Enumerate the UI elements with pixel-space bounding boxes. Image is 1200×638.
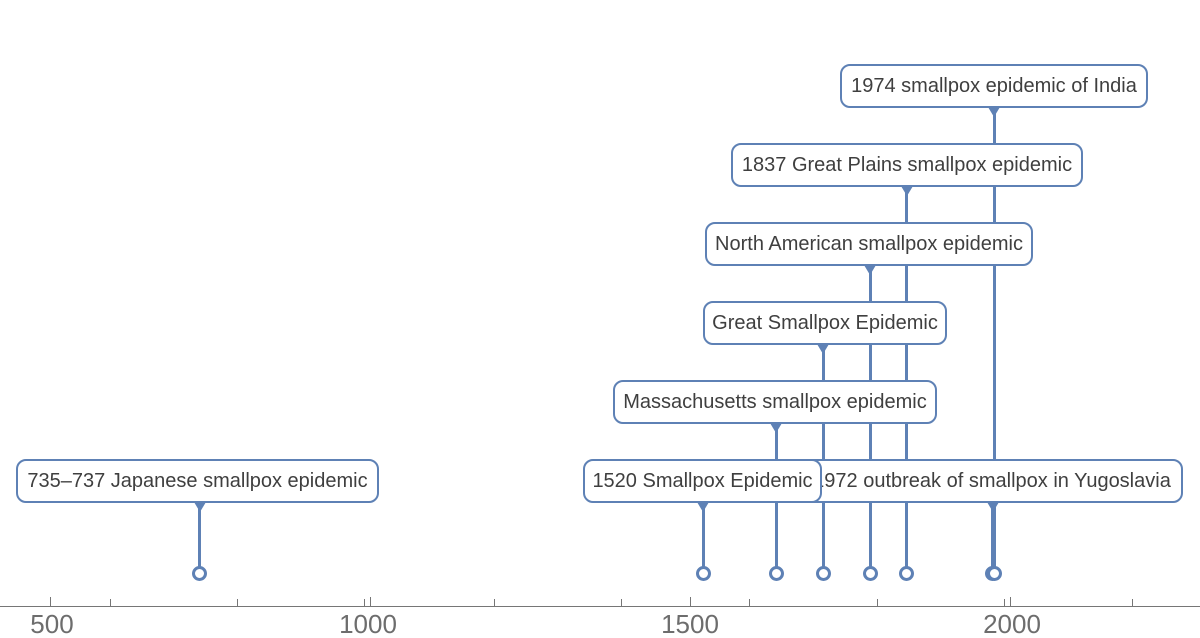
event-marker-japanese <box>192 565 207 581</box>
event-label-box-great-plains: 1837 Great Plains smallpox epidemic <box>731 143 1083 187</box>
x-axis-minor-tick <box>1132 599 1133 606</box>
event-stem-yugoslavia <box>991 503 994 568</box>
x-axis-minor-tick <box>110 599 111 606</box>
x-axis-minor-tick <box>237 599 238 606</box>
event-label-japanese: 735–737 Japanese smallpox epidemic <box>27 469 368 492</box>
event-marker-great-smallpox <box>815 565 831 581</box>
event-label-1520: 1520 Smallpox Epidemic <box>592 469 813 492</box>
event-stem-great-smallpox <box>821 345 825 568</box>
event-arrow-massachusetts <box>770 423 782 433</box>
x-axis-minor-tick <box>877 599 878 606</box>
event-arrow-great-smallpox <box>817 344 829 354</box>
x-axis-major-tick-1500 <box>690 597 691 606</box>
x-axis-line <box>0 606 1200 607</box>
event-marker-1520 <box>695 565 711 581</box>
x-axis-tick-label-1500: 1500 <box>661 609 719 638</box>
x-axis-major-tick-500 <box>50 597 51 606</box>
event-label-north-american: North American smallpox epidemic <box>715 232 1023 255</box>
event-arrow-1520 <box>697 502 709 512</box>
event-marker-india <box>986 565 1002 581</box>
event-label-box-north-american: North American smallpox epidemic <box>705 222 1033 266</box>
x-axis-minor-tick <box>1004 599 1005 606</box>
event-stem-japanese <box>198 503 201 568</box>
event-arrow-india <box>988 107 1000 117</box>
event-label-yugoslavia: 1972 outbreak of smallpox in Yugoslavia <box>813 469 1171 492</box>
event-label-great-plains: 1837 Great Plains smallpox epidemic <box>741 153 1073 176</box>
x-axis-minor-tick <box>621 599 622 606</box>
x-axis-tick-label-2000: 2000 <box>983 609 1041 638</box>
event-label-box-massachusetts: Massachusetts smallpox epidemic <box>613 380 937 424</box>
event-label-massachusetts: Massachusetts smallpox epidemic <box>623 390 927 413</box>
event-stem-1520 <box>701 503 705 568</box>
event-marker-great-plains <box>899 565 914 581</box>
event-label-great-smallpox: Great Smallpox Epidemic <box>712 311 938 334</box>
x-axis-tick-label-1000: 1000 <box>339 609 397 638</box>
x-axis-minor-tick <box>749 599 750 606</box>
event-label-box-india: 1974 smallpox epidemic of India <box>840 64 1148 108</box>
event-arrow-japanese <box>193 502 206 512</box>
x-axis-minor-tick <box>364 599 365 606</box>
event-label-box-yugoslavia: 1972 outbreak of smallpox in Yugoslavia <box>801 459 1183 503</box>
event-stem-india <box>992 108 996 568</box>
event-label-box-1520: 1520 Smallpox Epidemic <box>583 459 822 503</box>
event-marker-north-american <box>862 565 878 581</box>
x-axis-major-tick-1000 <box>370 597 371 606</box>
x-axis-minor-tick <box>494 599 495 606</box>
event-arrow-yugoslavia <box>986 502 999 512</box>
event-label-box-great-smallpox: Great Smallpox Epidemic <box>703 301 947 345</box>
event-label-india: 1974 smallpox epidemic of India <box>851 74 1137 97</box>
event-label-box-japanese: 735–737 Japanese smallpox epidemic <box>16 459 379 503</box>
event-marker-massachusetts <box>768 565 784 581</box>
event-stem-great-plains <box>905 187 908 568</box>
x-axis-major-tick-2000 <box>1010 597 1011 606</box>
event-arrow-north-american <box>864 265 876 275</box>
x-axis-tick-label-500: 500 <box>30 609 74 638</box>
event-arrow-great-plains <box>900 186 913 196</box>
